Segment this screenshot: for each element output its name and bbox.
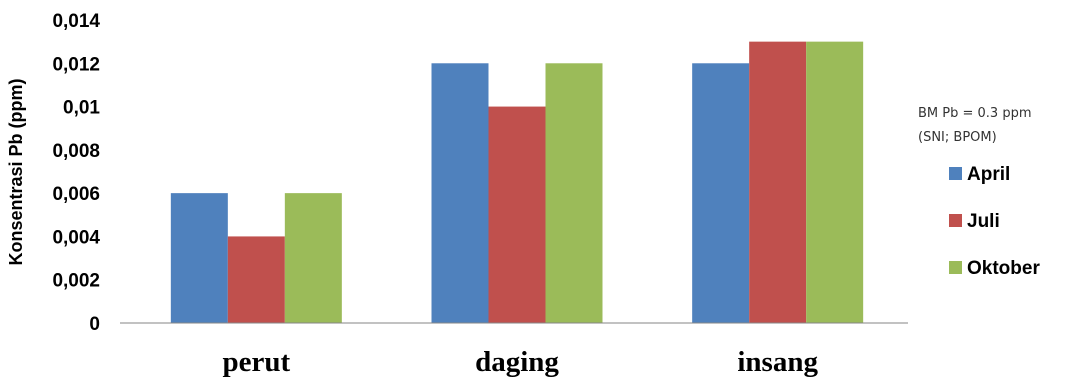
bars bbox=[170, 41, 864, 324]
bar-april-insang bbox=[692, 63, 750, 324]
bar-oktober-insang bbox=[806, 41, 864, 324]
legend-swatch-oktober bbox=[949, 261, 962, 274]
legend-label-oktober: Oktober bbox=[967, 258, 1040, 279]
y-axis-title: Konsentrasi Pb (ppm) bbox=[6, 78, 26, 265]
bar-oktober-perut bbox=[284, 193, 342, 323]
x-category-label: daging bbox=[475, 346, 559, 378]
x-category-label: perut bbox=[222, 346, 290, 378]
y-tick-label: 0,008 bbox=[52, 141, 100, 162]
legend-note-line1: BM Pb = 0.3 ppm bbox=[918, 106, 1032, 121]
legend-swatch-april bbox=[949, 167, 962, 180]
legend-swatch-juli bbox=[949, 214, 962, 227]
y-tick-label: 0,014 bbox=[52, 11, 100, 32]
legend-label-april: April bbox=[967, 164, 1010, 185]
x-axis-categories: perut daging insang bbox=[222, 346, 818, 378]
y-tick-label: 0,004 bbox=[52, 227, 100, 248]
y-tick-label: 0,012 bbox=[52, 54, 100, 75]
legend-note-line2: (SNI; BPOM) bbox=[918, 130, 997, 145]
y-axis-ticks: 0 0,002 0,004 0,006 0,008 0,01 0,012 0,014 bbox=[52, 11, 100, 335]
legend: April Juli Oktober bbox=[949, 164, 1040, 279]
y-tick-label: 0,002 bbox=[52, 271, 100, 292]
bar-juli-perut bbox=[227, 236, 285, 323]
bar-juli-insang bbox=[749, 41, 807, 324]
bar-april-perut bbox=[170, 193, 228, 323]
y-tick-label: 0,006 bbox=[52, 184, 100, 205]
y-tick-label: 0 bbox=[89, 314, 100, 335]
legend-label-juli: Juli bbox=[967, 211, 1000, 232]
x-category-label: insang bbox=[737, 346, 818, 378]
y-tick-label: 0,01 bbox=[63, 98, 100, 119]
bar-juli-daging bbox=[488, 106, 546, 323]
bar-april-daging bbox=[431, 63, 489, 324]
bar-oktober-daging bbox=[545, 63, 603, 324]
